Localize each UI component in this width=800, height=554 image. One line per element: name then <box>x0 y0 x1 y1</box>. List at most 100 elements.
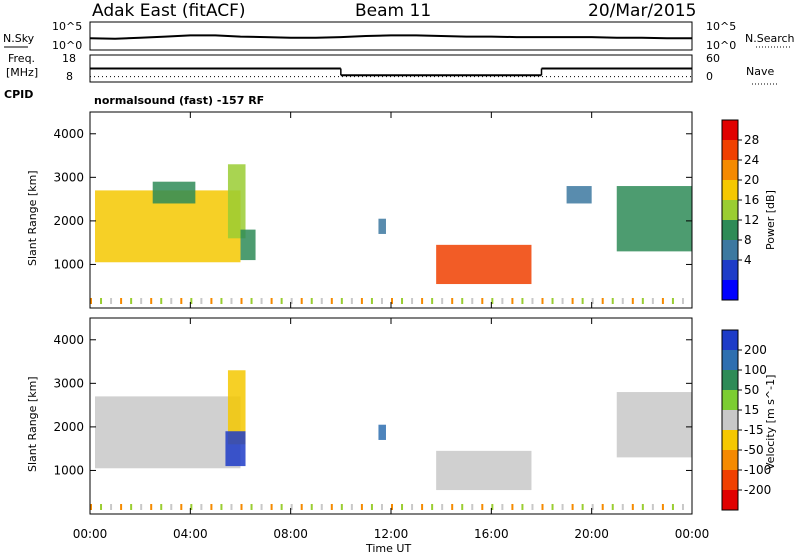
colorbar-cell <box>722 490 738 511</box>
speckle-mark <box>240 298 243 304</box>
noise-sky-line <box>89 34 692 40</box>
speckle-mark <box>621 298 624 304</box>
power-echo-layer <box>90 164 692 304</box>
colorbar-cell <box>722 180 738 201</box>
speckle-mark <box>150 298 153 304</box>
speckle-mark <box>431 504 434 510</box>
velocity-yaxis: 1000 2000 3000 4000 <box>53 333 692 477</box>
speckle-mark <box>481 298 484 304</box>
speckle-mark <box>611 504 614 510</box>
speckle-mark <box>611 298 614 304</box>
colorbar-cell <box>722 430 738 451</box>
speckle-mark <box>421 298 424 304</box>
speckle-mark <box>100 298 103 304</box>
speckle-mark <box>130 504 133 510</box>
noise-panel: N.Sky 10^5 10^0 10^5 10^0 N.Search <box>3 20 795 52</box>
speckle-mark <box>370 504 373 510</box>
speckle-mark <box>180 298 183 304</box>
colorbar-cell <box>722 470 738 491</box>
speckle-mark <box>310 298 313 304</box>
speckle-mark <box>310 504 313 510</box>
speckle-mark <box>501 298 504 304</box>
speckle-mark <box>130 298 133 304</box>
noise-left-bottom: 10^0 <box>52 39 82 52</box>
range-tick-label: 2000 <box>53 420 84 434</box>
speckle-mark <box>200 504 203 510</box>
speckle-mark <box>481 504 484 510</box>
range-tick-label: 1000 <box>53 463 84 477</box>
colorbar-cell <box>722 410 738 431</box>
noise-search-label: N.Search <box>745 32 795 45</box>
noise-left-top: 10^5 <box>52 20 82 33</box>
echo-region <box>225 431 246 467</box>
colorbar-tick-label: 200 <box>744 343 767 357</box>
colorbar-cell <box>722 390 738 411</box>
power-yaxis: 1000 2000 3000 4000 <box>53 127 692 271</box>
speckle-mark <box>150 504 153 510</box>
speckle-mark <box>641 298 644 304</box>
speckle-mark <box>571 504 574 510</box>
speckle-mark <box>260 504 263 510</box>
colorbar-frame <box>721 119 739 301</box>
station-title: Adak East (fitACF) <box>92 1 246 21</box>
range-tick-label: 1000 <box>53 257 84 271</box>
speckle-mark <box>160 504 163 510</box>
speckle-mark <box>120 504 123 510</box>
beam-title: Beam 11 <box>355 1 431 21</box>
echo-region <box>436 244 532 285</box>
speckle-mark <box>601 504 604 510</box>
colorbar-cell <box>722 200 738 221</box>
speckle-mark <box>651 504 654 510</box>
echo-region <box>378 218 386 234</box>
speckle-mark <box>280 504 283 510</box>
colorbar-cell <box>722 120 738 141</box>
speckle-mark <box>330 504 333 510</box>
speckle-mark <box>190 504 193 510</box>
speckle-mark <box>551 298 554 304</box>
speckle-mark <box>441 298 444 304</box>
speckle-mark <box>290 298 293 304</box>
time-tick-label: 00:00 <box>73 527 108 541</box>
range-tick-label: 4000 <box>53 333 84 347</box>
speckle-mark <box>210 504 213 510</box>
echo-region <box>240 229 256 261</box>
range-tick-label: 2000 <box>53 214 84 228</box>
speckle-mark <box>391 298 393 304</box>
colorbar-tick-label: 28 <box>744 133 759 147</box>
speckle-mark <box>110 504 113 510</box>
power-colorbar: 28 24 20 16 12 8 4 <box>721 119 759 301</box>
speckle-mark <box>230 504 233 510</box>
speckle-mark <box>230 298 233 304</box>
speckle-mark <box>170 298 173 304</box>
speckle-mark <box>340 298 343 304</box>
speckle-mark <box>541 298 544 304</box>
colorbar-tick-label: 12 <box>744 213 759 227</box>
freq-left-bottom: 8 <box>66 70 73 83</box>
time-tick-label: 00:00 <box>675 527 710 541</box>
colorbar-cell <box>722 140 738 161</box>
speckle-mark <box>431 298 434 304</box>
speckle-mark <box>290 504 293 510</box>
speckle-mark <box>100 504 103 510</box>
speckle-mark <box>160 298 163 304</box>
speckle-mark <box>521 298 524 304</box>
noise-sky-label: N.Sky <box>3 32 35 45</box>
speckle-mark <box>240 504 243 510</box>
date-title: 20/Mar/2015 <box>588 1 696 21</box>
velocity-colorbar: 200 100 50 15 -15 -50 -100 -200 <box>721 329 771 511</box>
colorbar-tick-label: -200 <box>744 483 771 497</box>
colorbar-tick-label: 50 <box>744 383 759 397</box>
power-panel: 1000 2000 3000 4000 Slant Range [km] 28 24 20… <box>26 111 777 309</box>
speckle-mark <box>571 298 574 304</box>
speckle-mark <box>531 298 534 304</box>
nave-right-top: 60 <box>706 52 720 65</box>
speckle-mark <box>401 298 404 304</box>
echo-region <box>95 396 241 469</box>
speckle-mark <box>370 298 373 304</box>
speckle-mark <box>581 504 584 510</box>
freq-label: Freq. <box>8 52 35 65</box>
velocity-panel: 1000 2000 3000 4000 Slant Range [km] 200 100… <box>26 317 777 515</box>
speckle-mark <box>601 298 604 304</box>
speckle-mark <box>320 298 323 304</box>
speckle-mark <box>411 504 414 510</box>
